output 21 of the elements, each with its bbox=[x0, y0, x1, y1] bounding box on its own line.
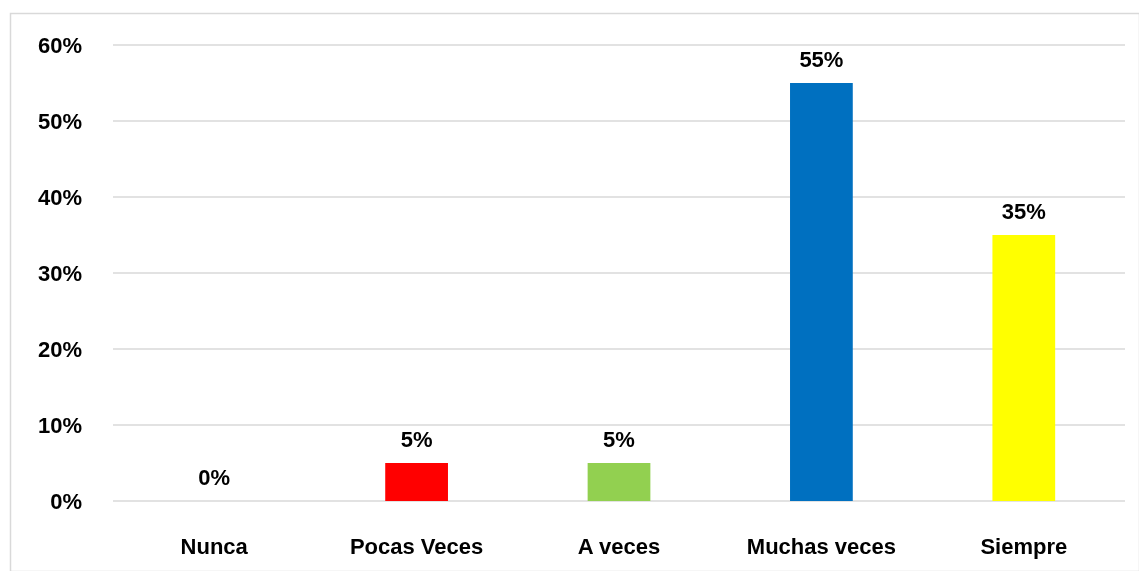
y-tick-label: 30% bbox=[37, 261, 82, 287]
bar bbox=[790, 83, 853, 501]
y-tick-label: 40% bbox=[37, 185, 82, 211]
data-label: 55% bbox=[799, 47, 844, 72]
data-label: 35% bbox=[1001, 199, 1046, 224]
data-label: 5% bbox=[603, 427, 635, 452]
y-tick-label: 10% bbox=[37, 413, 82, 439]
y-tick-label: 60% bbox=[37, 33, 82, 59]
x-tick-label: Nunca bbox=[180, 533, 249, 559]
y-tick-label: 20% bbox=[37, 337, 82, 363]
bar bbox=[992, 235, 1056, 501]
data-label: 0% bbox=[198, 465, 231, 490]
x-tick-label: Siempre bbox=[980, 533, 1068, 559]
bar bbox=[587, 463, 651, 501]
bar bbox=[385, 463, 448, 501]
y-tick-label: 50% bbox=[37, 109, 82, 135]
x-tick-label: Muchas veces bbox=[746, 533, 896, 559]
x-tick-label: A veces bbox=[577, 533, 661, 559]
y-tick-label: 0% bbox=[50, 489, 82, 515]
x-tick-label: Pocas Veces bbox=[349, 533, 484, 559]
data-label: 5% bbox=[400, 427, 433, 452]
